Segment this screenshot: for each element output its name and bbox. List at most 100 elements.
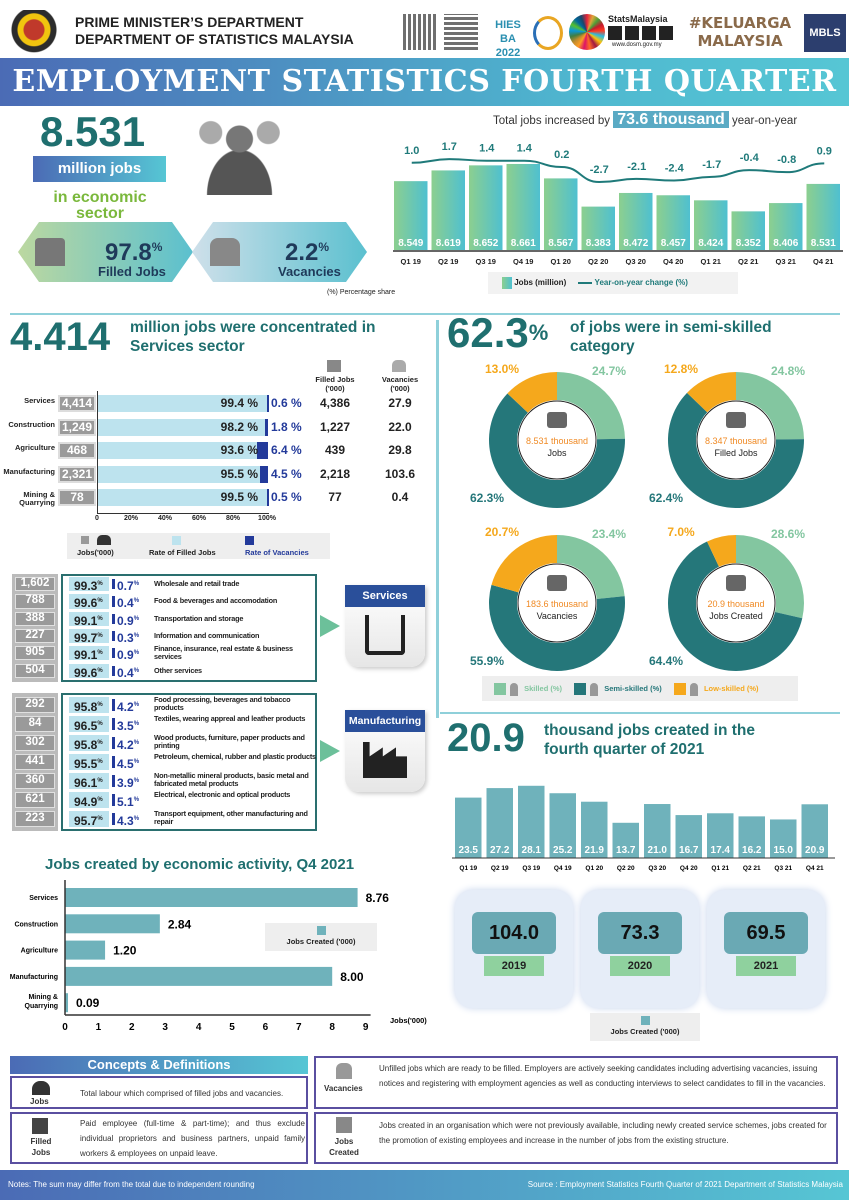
- manufacturing-card: Manufacturing: [345, 710, 425, 792]
- factory-icon: [363, 742, 407, 778]
- percent-sign: %: [97, 650, 103, 657]
- bar-value-label: 8.549: [398, 238, 423, 249]
- x-tick-label: Q3 19: [522, 865, 540, 872]
- subsector-jobs: 441: [15, 754, 55, 770]
- bar-value-label: 8.457: [661, 238, 686, 249]
- category-label: Mining &: [28, 994, 58, 1001]
- donut-center-value: 20.9 thousand: [707, 599, 764, 609]
- semi-skilled-pct-label: 62.3%: [470, 491, 504, 505]
- bar-value-label: 21.9: [585, 845, 605, 856]
- jobs-bar: [544, 178, 578, 250]
- x-tick-label: 60%: [191, 515, 206, 522]
- percent-sign: %: [133, 615, 140, 622]
- donut-center: [517, 400, 597, 480]
- year-label: 2021: [736, 956, 796, 976]
- donut-center-value: 8.347 thousand: [705, 436, 767, 446]
- definition-jobs-created: Jobs Created Jobs created in an organisa…: [314, 1112, 838, 1164]
- vacancy-rate: 0.9%: [117, 613, 140, 628]
- bar-value-label: 8.00: [340, 970, 364, 984]
- percent-sign: %: [133, 702, 140, 708]
- bar-value-label: 28.1: [522, 845, 542, 856]
- semi-skilled-pct-label: 55.9%: [470, 654, 504, 668]
- filled-jobs-icon: [32, 1118, 48, 1134]
- sector-table: Services 4,414 99.4 % 0.6 % 4,386 27.9 Constru…: [0, 391, 430, 525]
- activity-chart-title: Jobs created by economic activity, Q4 20…: [45, 856, 355, 873]
- definition: Paid employee (full-time & part-time); a…: [80, 1119, 305, 1158]
- donut-slice: [557, 372, 625, 440]
- subsector-name: Transportation and storage: [154, 613, 244, 623]
- filled-rate: 95.7%: [69, 811, 109, 828]
- jobs-bar: [506, 163, 540, 250]
- jobs-bar: [694, 200, 728, 250]
- legend-label-skilled: Skilled (%): [524, 684, 563, 693]
- bar-value-label: 8.406: [773, 238, 798, 249]
- term: Jobs: [30, 1097, 49, 1106]
- concepts-title: Concepts & Definitions: [10, 1056, 308, 1074]
- skill-donut-charts: 8.531 thousand Jobs 24.7% 62.3% 13.0% 8.347 t…: [470, 362, 805, 671]
- bar-value-label: 8.424: [698, 238, 723, 249]
- percent-sign: %: [133, 797, 140, 803]
- services-jobs-big: 4.414: [10, 315, 111, 359]
- x-tick-label: 4: [196, 1022, 202, 1033]
- subsector-name: Textiles, wearing appreal and leather pr…: [154, 714, 306, 723]
- jobs-created-bar: [707, 813, 734, 858]
- subsector-name: Information and communication: [154, 630, 260, 640]
- sector-name: Agriculture: [14, 443, 55, 452]
- year-card: 69.5 2021: [707, 890, 825, 1008]
- bar-value-label: 15.0: [774, 845, 794, 856]
- services-card: Services: [345, 585, 425, 667]
- jobs-created-bar: [612, 822, 639, 858]
- legend-swatch-filled: [172, 536, 181, 545]
- dosm-logo: [533, 16, 563, 50]
- coat-of-arms-logo: [8, 10, 60, 54]
- x-axis-label: Jobs('000): [390, 1016, 427, 1025]
- website-link[interactable]: www.dosm.gov.my: [612, 42, 662, 48]
- legend-swatch-vacancies: [245, 536, 254, 545]
- vacancy-rate: 0.3%: [117, 630, 140, 645]
- donut-center-value: 183.6 thousand: [526, 599, 588, 609]
- x-tick-label: 3: [162, 1022, 168, 1033]
- x-tick-label: Q4 21: [806, 865, 824, 872]
- percent-sign: %: [97, 581, 103, 587]
- social-media-icons[interactable]: [608, 26, 674, 40]
- subsector-name: Food & beverages and accomodation: [154, 596, 278, 606]
- donut-center: [696, 563, 776, 643]
- yoy-value-label: 1.0: [404, 145, 419, 157]
- subsector-name: Petroleum, chemical, rubber and plastic …: [154, 752, 316, 761]
- keluarga-malaysia-logo: #KELUARGA MALAYSIA: [688, 14, 792, 50]
- x-tick-label: 100%: [258, 515, 276, 522]
- department-name: PRIME MINISTER’S DEPARTMENT DEPARTMENT O…: [75, 14, 354, 48]
- filled-rate: 99.1%: [69, 646, 109, 662]
- vacancy-rate: 3.9%: [117, 776, 140, 790]
- skilled-pct-label: 24.7%: [592, 364, 626, 378]
- x-tick-label: Q1 21: [701, 257, 721, 265]
- x-tick-label: Q4 19: [554, 865, 572, 872]
- jobs-icon: [32, 1081, 50, 1095]
- activity-bar: [65, 940, 106, 960]
- x-tick-label: 80%: [225, 515, 240, 522]
- percent-sign: %: [97, 797, 103, 803]
- vacancy-rate: 4.3%: [117, 814, 140, 828]
- vacancies-pct: 2.2%: [285, 239, 330, 266]
- x-tick-label: Q2 21: [738, 257, 758, 265]
- vacancies-value: 22.0: [388, 419, 412, 434]
- bar-value-label: 2.84: [168, 917, 192, 931]
- filled-rate: 95.8%: [69, 735, 109, 752]
- x-tick-label: Q2 21: [743, 865, 761, 872]
- year-label: 2019: [484, 956, 544, 976]
- jobs-yoy-chart: 8.549 Q1 19 1.0 8.619 Q2 19 1.7 8.652 Q3 19 1.4 8…: [393, 141, 843, 265]
- vacancy-rate-bar: [112, 813, 115, 825]
- vacancy-rate-bar: [112, 775, 115, 787]
- legend-label-low-skilled: Low-skilled (%): [703, 684, 759, 693]
- yoy-value-label: -0.4: [740, 152, 760, 164]
- legend-swatch: [640, 1016, 650, 1025]
- filled-rate-label: 98.2 %: [220, 419, 258, 434]
- yoy-value-label: -0.8: [777, 154, 796, 166]
- vacancy-rate: 4.2%: [117, 738, 140, 752]
- x-tick-label: 0: [62, 1022, 68, 1033]
- vacancies-value: 0.4: [391, 490, 409, 504]
- col-header-filled: Filled Jobs ('000): [315, 375, 355, 393]
- col-header-vacancies: Vacancies ('000): [381, 375, 419, 393]
- hies-logo: HIES BA 2022: [495, 19, 521, 59]
- filled-rate-bar: [98, 442, 258, 459]
